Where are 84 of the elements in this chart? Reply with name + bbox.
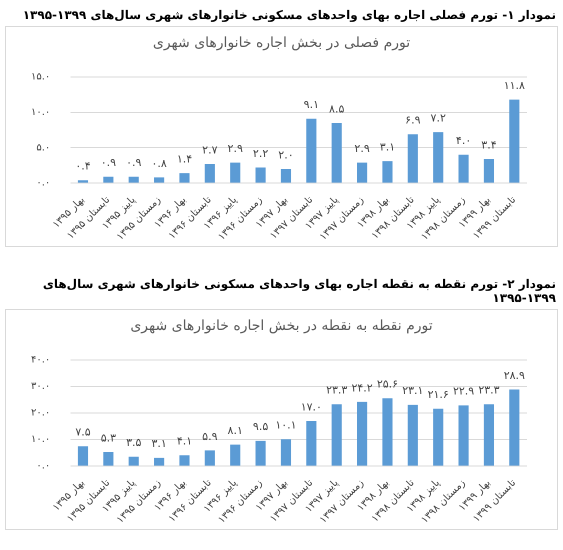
data-label: ۲.۰	[278, 148, 294, 162]
bar	[357, 162, 368, 183]
bar	[280, 168, 292, 183]
bar	[306, 421, 316, 466]
data-label: ۲۳.۳	[478, 384, 500, 397]
y-tick-label: ۵.۰	[36, 142, 50, 154]
y-tick-label: ۱۰.۰	[30, 434, 50, 446]
data-label: ۳.۱	[151, 437, 167, 450]
bar	[230, 444, 240, 466]
data-label: ۳.۴	[481, 138, 497, 152]
bar	[179, 173, 190, 183]
y-tick-label: ۰.۰	[36, 178, 50, 189]
y-tick-label: ۱۰.۰	[30, 106, 50, 118]
data-label: ۲۵.۶	[376, 378, 398, 391]
data-label: ۶.۹	[405, 114, 421, 127]
bar	[204, 450, 215, 466]
data-label: ۲.۷	[202, 143, 218, 156]
data-label: ۸.۵	[329, 102, 344, 116]
data-label: ۲۸.۹	[504, 368, 526, 382]
data-label: ۹.۵	[252, 420, 268, 434]
data-label: ۷.۵	[75, 426, 91, 439]
data-label: ۲۴.۲	[351, 381, 373, 394]
bar	[433, 132, 444, 183]
data-label: ۰.۴	[75, 160, 91, 173]
chart-subtitle: تورم فصلی در بخش اجاره خانوارهای شهری	[152, 34, 412, 51]
data-label: ۱.۴	[176, 152, 192, 166]
data-label: ۲۲.۹	[452, 384, 474, 398]
data-label: ۲.۹	[354, 142, 370, 155]
bar	[154, 177, 164, 183]
data-label: ۵.۳	[100, 431, 116, 444]
y-tick-label: ۱۵.۰	[30, 72, 50, 83]
bar	[509, 389, 520, 466]
data-label: ۱۱.۸	[504, 78, 526, 92]
chart-subtitle: تورم نقطه به نقطه در بخش اجاره خانوارهای شهری	[129, 317, 434, 334]
chart-title: نمودار ۲- تورم نقطه به نقطه اجاره بهای واحدهای مسکونی خانوارهای شهری سال‌های ۱۳۹۹-۱۳۹۵	[42, 276, 557, 307]
y-tick-label: ۳۰.۰	[30, 381, 50, 392]
bar	[458, 405, 469, 466]
data-label: ۲۳.۱	[402, 384, 424, 398]
y-tick-label: ۴۰.۰	[30, 354, 50, 366]
bar	[128, 176, 139, 183]
y-tick-label: ۰.۰	[36, 460, 50, 472]
bar	[103, 452, 114, 466]
bar	[458, 154, 469, 183]
bar	[256, 440, 266, 466]
bar	[78, 446, 88, 466]
data-label: ۲.۲	[252, 146, 268, 160]
data-label: ۰.۸	[151, 156, 167, 170]
bar	[357, 402, 368, 466]
bar	[484, 159, 494, 183]
bar	[256, 168, 266, 183]
data-label: ۲.۹	[228, 142, 243, 155]
data-label: ۰.۹	[126, 156, 142, 170]
chart-title: نمودار ۱- تورم فصلی اجاره بهای واحدهای مسکونی خانوارهای شهری سال‌های ۱۳۹۹-۱۳۹۵	[22, 7, 557, 24]
bar	[103, 176, 114, 183]
data-label: ۰.۹	[100, 156, 116, 170]
bar	[280, 439, 292, 466]
bar	[230, 162, 240, 183]
bar	[408, 134, 418, 183]
data-label: ۴.۱	[176, 434, 192, 448]
bar	[179, 455, 190, 466]
bar	[484, 404, 494, 466]
data-label: ۴.۰	[456, 134, 472, 148]
bar	[128, 456, 139, 466]
bar	[382, 398, 393, 466]
data-label: ۱۰.۱	[275, 418, 297, 432]
bar	[204, 164, 215, 183]
y-tick-label: ۲۰.۰	[30, 408, 50, 419]
data-label: ۱۷.۰	[300, 400, 322, 414]
data-label: ۸.۱	[228, 424, 243, 437]
bar	[154, 458, 164, 466]
bar	[332, 122, 342, 183]
bar	[306, 118, 316, 183]
data-label: ۳.۵	[126, 436, 142, 450]
bar	[433, 408, 444, 466]
data-label: ۲۱.۶	[428, 388, 449, 402]
data-label: ۹.۱	[304, 98, 319, 112]
bar	[408, 404, 418, 466]
bar	[382, 161, 393, 183]
data-label: ۷.۲	[430, 112, 446, 125]
data-label: ۵.۹	[202, 430, 218, 443]
data-label: ۲۳.۳	[326, 384, 348, 397]
bar	[332, 404, 342, 466]
data-label: ۳.۱	[380, 140, 396, 154]
bar	[509, 100, 520, 183]
